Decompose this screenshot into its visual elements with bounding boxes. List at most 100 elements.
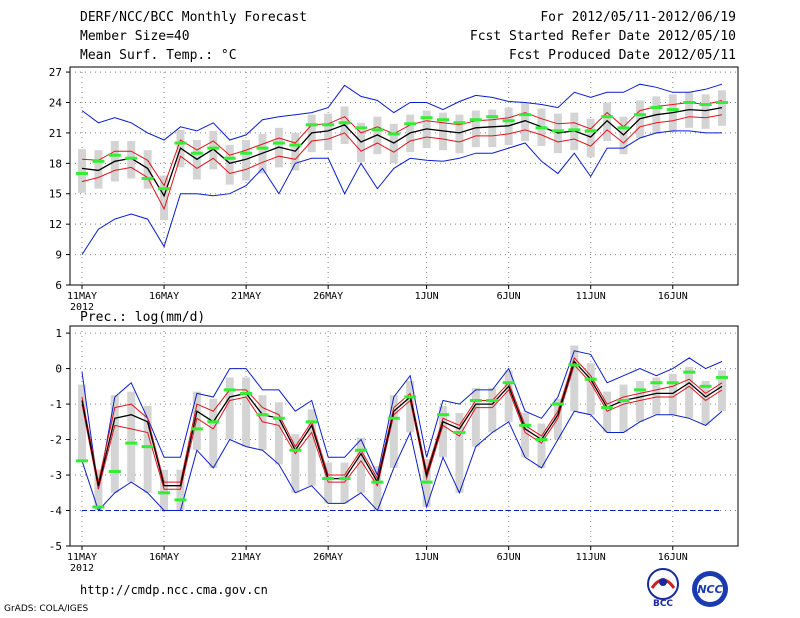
y-tick-label: 0 xyxy=(55,363,62,376)
ensemble-box xyxy=(176,469,185,511)
spread-lower-line xyxy=(81,364,723,490)
x-tick-label: 6JUN xyxy=(497,291,521,302)
ensemble-box xyxy=(537,423,546,468)
ensemble-box xyxy=(603,391,612,433)
ensemble-box xyxy=(521,102,530,142)
ensemble-box xyxy=(373,466,382,511)
y-tick-label: -4 xyxy=(49,505,63,518)
y-tick-label: 6 xyxy=(55,279,62,292)
ensemble-max-line xyxy=(81,350,723,490)
ensemble-mean-line xyxy=(81,360,723,487)
ensemble-box xyxy=(471,110,480,148)
ensemble-box xyxy=(291,434,300,493)
ensemble-box xyxy=(619,384,628,433)
ensemble-box xyxy=(439,405,448,458)
ensemble-box xyxy=(668,373,677,415)
ensemble-box xyxy=(603,102,612,142)
ensemble-box xyxy=(127,141,136,179)
ensemble-box xyxy=(78,149,86,193)
y-tick-label: 27 xyxy=(49,66,62,79)
y-tick-label: 24 xyxy=(49,96,63,109)
x-tick-label: 16MAY xyxy=(149,552,179,563)
svg-text:NCC: NCC xyxy=(697,583,722,596)
x-tick-label: 1JUN xyxy=(415,552,439,563)
x-tick-label: 16MAY xyxy=(149,291,179,302)
y-tick-label: 9 xyxy=(55,249,62,262)
ensemble-box xyxy=(324,462,333,504)
ensemble-box xyxy=(356,437,365,493)
ensemble-box xyxy=(488,109,497,148)
ensemble-box xyxy=(471,388,480,447)
ensemble-box xyxy=(127,391,136,483)
grads-credit: GrADS: COLA/IGES xyxy=(4,604,89,614)
produced-date: Fcst Produced Date 2012/05/11 xyxy=(509,48,736,63)
y-tick-label: -1 xyxy=(49,398,62,411)
ensemble-box xyxy=(209,130,218,170)
ensemble-box xyxy=(192,391,201,451)
svg-text:BCC: BCC xyxy=(653,599,673,608)
ensemble-box xyxy=(504,370,513,422)
forecast-period: For 2012/05/11-2012/06/19 xyxy=(540,10,736,25)
x-tick-year: 2012 xyxy=(70,302,94,313)
x-tick-label: 11MAY xyxy=(67,552,97,563)
x-tick-label: 1JUN xyxy=(415,291,439,302)
precip-label: Prec.: log(mm/d) xyxy=(80,310,206,325)
ensemble-min-line xyxy=(81,130,722,255)
variable-label: Mean Surf. Temp.: °C xyxy=(80,48,237,63)
ensemble-box xyxy=(488,388,497,433)
source-url[interactable]: http://cmdp.ncc.cma.gov.cn xyxy=(80,583,268,597)
y-tick-label: 15 xyxy=(49,188,62,201)
ensemble-box xyxy=(110,395,119,493)
x-tick-label: 11MAY xyxy=(67,291,97,302)
ensemble-box xyxy=(701,381,710,426)
ensemble-mean-line xyxy=(81,106,723,198)
member-size: Member Size=40 xyxy=(80,29,190,44)
spread-upper-line xyxy=(81,356,723,483)
x-tick-label: 11JUN xyxy=(576,291,606,302)
ensemble-box xyxy=(225,377,234,440)
y-tick-label: 1 xyxy=(55,327,62,340)
ensemble-min-line xyxy=(81,410,723,512)
y-tick-label: 21 xyxy=(49,127,62,140)
ensemble-box xyxy=(455,412,464,493)
plot-frame xyxy=(69,66,739,286)
ensemble-box xyxy=(258,395,267,451)
ensemble-box xyxy=(340,462,349,504)
y-tick-label: -5 xyxy=(49,540,62,553)
ensemble-box xyxy=(521,412,530,458)
x-tick-label: 21MAY xyxy=(231,552,261,563)
ncc-logo: NCC xyxy=(692,571,728,607)
x-tick-label: 11JUN xyxy=(576,552,606,563)
ensemble-box xyxy=(406,381,415,433)
y-tick-label: -2 xyxy=(49,434,62,447)
ensemble-box xyxy=(209,398,218,468)
ensemble-box xyxy=(586,363,595,415)
spread-lower-line xyxy=(81,114,723,211)
ensemble-box xyxy=(389,395,398,468)
ensemble-box xyxy=(324,113,333,151)
ensemble-box xyxy=(94,150,103,189)
start-date: Fcst Started Refer Date 2012/05/10 xyxy=(469,29,736,44)
ensemble-box xyxy=(307,409,316,486)
ensemble-box xyxy=(652,377,661,415)
ensemble-box xyxy=(685,366,694,419)
ensemble-box xyxy=(225,145,234,185)
ensemble-box xyxy=(160,175,169,221)
x-tick-year: 2012 xyxy=(70,563,94,574)
ensemble-box xyxy=(586,118,595,158)
y-tick-label: 18 xyxy=(49,157,62,170)
x-tick-label: 26MAY xyxy=(313,291,343,302)
ensemble-box xyxy=(274,402,283,465)
x-tick-label: 16JUN xyxy=(658,291,688,302)
plot-frame xyxy=(69,325,739,547)
ensemble-box xyxy=(94,469,103,511)
x-tick-label: 21MAY xyxy=(231,291,261,302)
bcc-logo: BCC xyxy=(647,568,679,608)
ensemble-box xyxy=(718,370,726,412)
ensemble-box xyxy=(455,114,464,154)
ensemble-box xyxy=(242,140,251,181)
ensemble-box xyxy=(143,405,152,493)
x-tick-label: 6JUN xyxy=(497,552,521,563)
